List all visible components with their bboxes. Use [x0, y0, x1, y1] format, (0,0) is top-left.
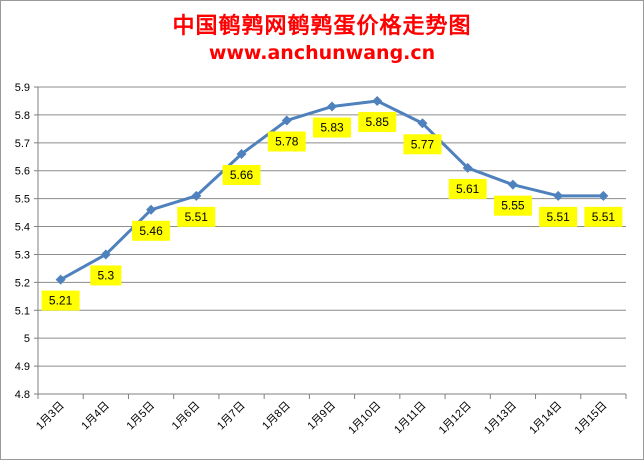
data-label: 5.55: [501, 199, 525, 213]
x-tick-label: 1月6日: [170, 400, 203, 433]
data-label-box: [41, 290, 80, 311]
x-tick-label: 1月12日: [437, 400, 474, 437]
data-label-box: [584, 206, 623, 227]
data-label: 5.21: [49, 294, 73, 308]
x-tick-label: 1月9日: [305, 400, 338, 433]
data-label-box: [267, 131, 306, 152]
data-point: [372, 95, 383, 106]
data-label: 5.61: [456, 182, 480, 196]
data-label: 5.51: [185, 210, 209, 224]
data-label: 5.46: [139, 224, 163, 238]
data-point: [191, 190, 202, 201]
x-tick-label: 1月5日: [124, 400, 157, 433]
data-point: [598, 190, 609, 201]
series-markers: [55, 95, 609, 285]
y-tick-label: 5: [24, 333, 30, 345]
data-label: 5.66: [230, 168, 254, 182]
data-label-box: [539, 206, 578, 227]
data-label: 5.83: [320, 121, 344, 135]
x-tick-label: 1月4日: [79, 400, 112, 433]
data-labels: 5.21 5.3 5.46 5.51 5.66 5.78 5.83 5.85 5.77 5.61 5…: [41, 111, 623, 311]
y-tick-label: 4.8: [15, 389, 30, 401]
data-label-box: [90, 265, 122, 286]
y-tick-label: 5.8: [15, 110, 30, 122]
y-tick-label: 5.5: [15, 194, 30, 206]
data-point: [281, 115, 292, 126]
data-label-box: [448, 178, 487, 199]
data-label: 5.78: [275, 134, 299, 148]
y-tick-label: 5.1: [15, 305, 30, 317]
x-tick-label: 1月15日: [572, 400, 609, 437]
x-tick-label: 1月3日: [34, 400, 67, 433]
x-tick-labels: 1月3日 1月4日 1月5日 1月6日 1月7日 1月8日 1月9日 1月10日 1月11日 1月…: [34, 400, 609, 437]
y-tick-label: 5.6: [15, 166, 30, 178]
data-label-box: [177, 206, 216, 227]
y-tick-labels: 5.9 5.8 5.7 5.6 5.5 5.4 5.3 5.2 5.1 5 4.9 4.8: [15, 82, 30, 401]
data-label-box: [132, 220, 171, 241]
data-label: 5.77: [411, 137, 435, 151]
data-label: 5.51: [592, 210, 616, 224]
chart-title: 中国鹌鹑网鹌鹑蛋价格走势图: [172, 13, 472, 39]
x-tick-label: 1月8日: [260, 400, 293, 433]
data-label-box: [313, 117, 351, 138]
y-tick-label: 5.4: [15, 222, 30, 234]
data-label-box: [222, 164, 261, 185]
y-tick-label: 5.3: [15, 249, 30, 261]
data-label: 5.3: [98, 268, 115, 282]
data-label: 5.85: [366, 115, 390, 129]
x-tick-label: 1月11日: [392, 400, 428, 436]
data-point: [553, 190, 564, 201]
x-tick-label: 1月14日: [527, 400, 564, 437]
y-tick-label: 5.2: [15, 277, 30, 289]
data-point: [507, 179, 518, 190]
data-point: [327, 101, 337, 112]
data-label-box: [403, 134, 442, 155]
y-tick-label: 5.9: [15, 82, 30, 94]
data-label-box: [358, 111, 397, 132]
axes: [34, 86, 627, 399]
data-label: 5.51: [546, 210, 570, 224]
x-tick-label: 1月7日: [215, 400, 248, 433]
data-point: [236, 148, 247, 159]
y-tick-label: 5.7: [15, 138, 30, 150]
data-point: [146, 204, 157, 215]
data-label-box: [493, 195, 532, 216]
chart-subtitle: www.anchunwang.cn: [208, 42, 436, 64]
data-point: [417, 118, 428, 129]
x-tick-label: 1月10日: [346, 400, 383, 437]
y-tick-label: 4.9: [15, 361, 30, 373]
data-point: [462, 162, 473, 173]
x-tick-label: 1月13日: [482, 400, 519, 437]
data-point: [55, 274, 66, 285]
data-point: [100, 249, 111, 260]
